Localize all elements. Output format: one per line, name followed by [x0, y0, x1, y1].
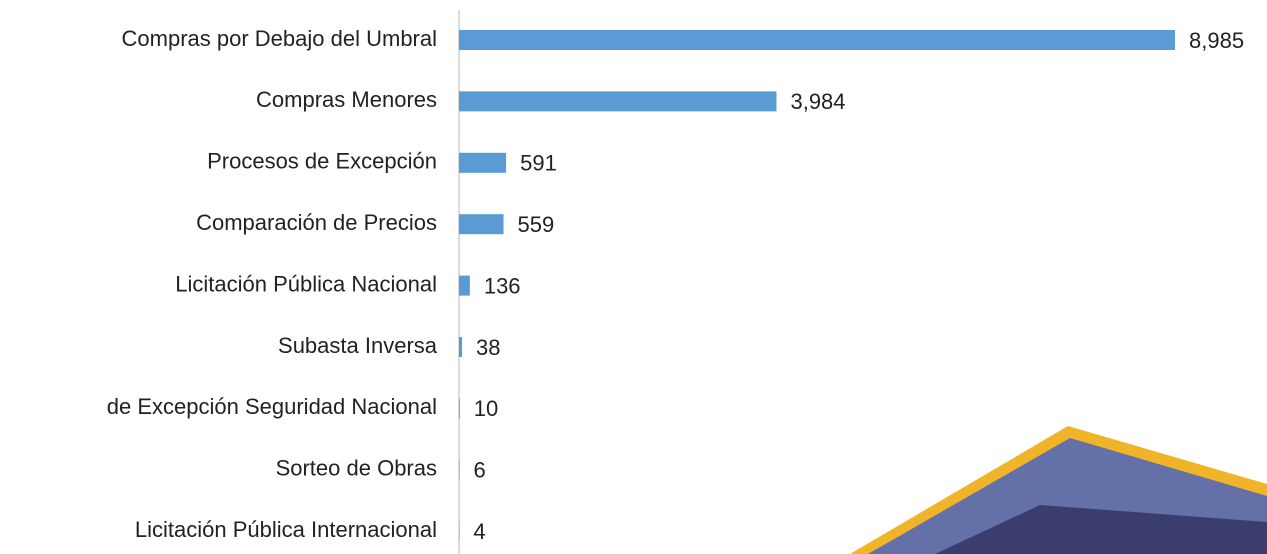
page: {"chart_data": {"type": "bar", "orientat… — [0, 0, 1267, 554]
bar — [459, 276, 470, 296]
value-label: 38 — [476, 335, 500, 360]
decoration — [850, 426, 1267, 554]
bar — [459, 337, 462, 357]
value-label: 10 — [474, 396, 498, 421]
category-label: de Excepción Seguridad Nacional — [107, 394, 437, 419]
category-label: Subasta Inversa — [278, 333, 438, 358]
bar — [459, 91, 776, 111]
bar — [459, 398, 460, 418]
value-label: 591 — [520, 151, 557, 176]
chart: Compras por Debajo del Umbral 8,985 Compra… — [0, 0, 1267, 554]
category-label: Compras Menores — [256, 87, 437, 112]
category-label: Sorteo de Obras — [276, 456, 437, 481]
category-label: Comparación de Precios — [196, 210, 437, 235]
value-label: 3,984 — [790, 89, 845, 114]
value-label: 4 — [473, 519, 485, 544]
category-label: Licitación Pública Internacional — [135, 517, 437, 542]
value-label: 136 — [484, 273, 521, 298]
category-label: Procesos de Excepción — [207, 149, 437, 174]
bar — [459, 153, 506, 173]
value-label: 559 — [518, 212, 555, 237]
bar — [459, 30, 1175, 50]
category-label: Licitación Pública Nacional — [175, 271, 437, 296]
bar — [459, 214, 504, 234]
category-label: Compras por Debajo del Umbral — [122, 26, 437, 51]
value-label: 8,985 — [1189, 28, 1244, 53]
value-label: 6 — [473, 458, 485, 483]
